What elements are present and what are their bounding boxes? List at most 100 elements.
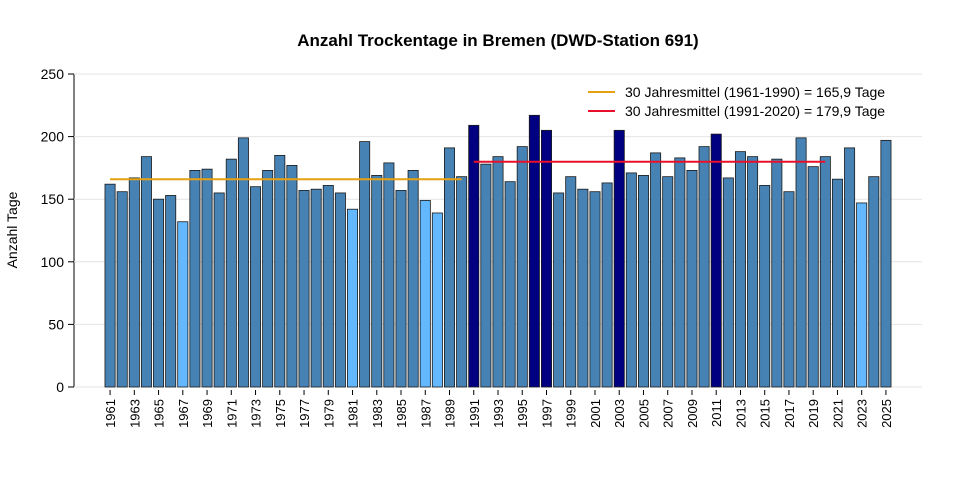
bar	[686, 170, 698, 388]
chart-title: Anzahl Trockentage in Bremen (DWD-Statio…	[297, 31, 698, 50]
bar	[722, 177, 734, 388]
x-tick-label: 1999	[564, 399, 579, 428]
bar	[250, 186, 262, 388]
bar	[674, 157, 686, 388]
x-tick-label: 1961	[103, 399, 118, 428]
bar	[856, 202, 868, 388]
x-tick-label: 1985	[394, 399, 409, 428]
bar	[298, 190, 310, 388]
bar	[225, 158, 237, 388]
x-tick-label: 1969	[200, 399, 215, 428]
bar	[419, 200, 431, 388]
bar	[613, 129, 625, 388]
y-tick-label: 250	[41, 66, 65, 82]
x-tick-label: 2009	[685, 399, 700, 428]
bar	[310, 188, 322, 388]
x-tick-label: 1995	[515, 399, 530, 428]
x-tick-label: 2007	[661, 399, 676, 428]
x-tick-label: 1979	[321, 399, 336, 428]
x-tick-label: 1989	[443, 399, 458, 428]
bar	[468, 124, 480, 388]
bar	[880, 139, 892, 388]
bar	[177, 221, 189, 388]
y-tick-label: 0	[56, 379, 64, 395]
x-tick-label: 2005	[636, 399, 651, 428]
bar	[116, 191, 128, 388]
x-tick-label: 1967	[176, 399, 191, 428]
x-tick-label: 1997	[539, 399, 554, 428]
bar	[140, 156, 152, 388]
bar	[153, 198, 165, 388]
x-tick-label: 1975	[273, 399, 288, 428]
bar	[807, 166, 819, 388]
bar	[201, 168, 213, 388]
bar	[831, 178, 843, 388]
x-tick-label: 1993	[491, 399, 506, 428]
bar	[104, 183, 116, 388]
y-tick-label: 50	[48, 316, 64, 332]
bar	[771, 158, 783, 388]
x-tick-label: 2003	[612, 399, 627, 428]
bar	[359, 141, 371, 388]
bar	[759, 185, 771, 388]
bar	[322, 185, 334, 388]
bar	[347, 208, 359, 388]
bar	[286, 164, 298, 388]
bar	[213, 192, 225, 388]
x-tick-label: 1977	[297, 399, 312, 428]
bar	[165, 195, 177, 388]
bar	[528, 114, 540, 388]
bar	[395, 190, 407, 388]
bar	[650, 152, 662, 388]
legend-label: 30 Jahresmittel (1991-2020) = 179,9 Tage	[625, 103, 885, 119]
bar	[128, 177, 140, 388]
x-tick-label: 2019	[806, 399, 821, 428]
x-tick-label: 2017	[782, 399, 797, 428]
bar	[262, 170, 274, 388]
bar	[504, 181, 516, 388]
bar	[747, 156, 759, 388]
bar	[456, 176, 468, 388]
x-tick-label: 1965	[152, 399, 167, 428]
bar	[480, 163, 492, 388]
x-tick-label: 2023	[855, 399, 870, 428]
y-tick-label: 150	[41, 191, 65, 207]
bar	[516, 146, 528, 388]
x-tick-label: 1981	[346, 399, 361, 428]
bar	[492, 156, 504, 388]
bar	[565, 176, 577, 388]
bar	[795, 137, 807, 388]
x-tick-label: 2021	[830, 399, 845, 428]
bar	[371, 175, 383, 388]
bar	[189, 170, 201, 388]
legend-label: 30 Jahresmittel (1961-1990) = 165,9 Tage	[625, 84, 885, 100]
bar	[698, 146, 710, 388]
bar	[625, 172, 637, 388]
bar	[662, 176, 674, 388]
bar	[431, 212, 443, 388]
y-tick-label: 100	[41, 254, 65, 270]
bar	[237, 137, 249, 388]
bar	[577, 188, 589, 388]
bar	[868, 176, 880, 388]
bar	[601, 182, 613, 388]
bar	[383, 162, 395, 388]
x-tick-label: 2025	[879, 399, 894, 428]
bar	[819, 156, 831, 388]
x-tick-label: 2013	[733, 399, 748, 428]
bar	[637, 175, 649, 388]
x-tick-label: 1991	[467, 399, 482, 428]
x-tick-label: 1963	[127, 399, 142, 428]
x-tick-label: 2011	[709, 399, 724, 427]
bar	[710, 133, 722, 388]
bar	[844, 147, 856, 388]
bar	[589, 191, 601, 388]
bar	[734, 151, 746, 388]
x-tick-label: 1971	[224, 399, 239, 428]
y-tick-label: 200	[41, 129, 65, 145]
bar	[407, 170, 419, 388]
bar	[553, 192, 565, 388]
x-tick-label: 1983	[370, 399, 385, 428]
y-axis-label: Anzahl Tage	[4, 191, 20, 268]
